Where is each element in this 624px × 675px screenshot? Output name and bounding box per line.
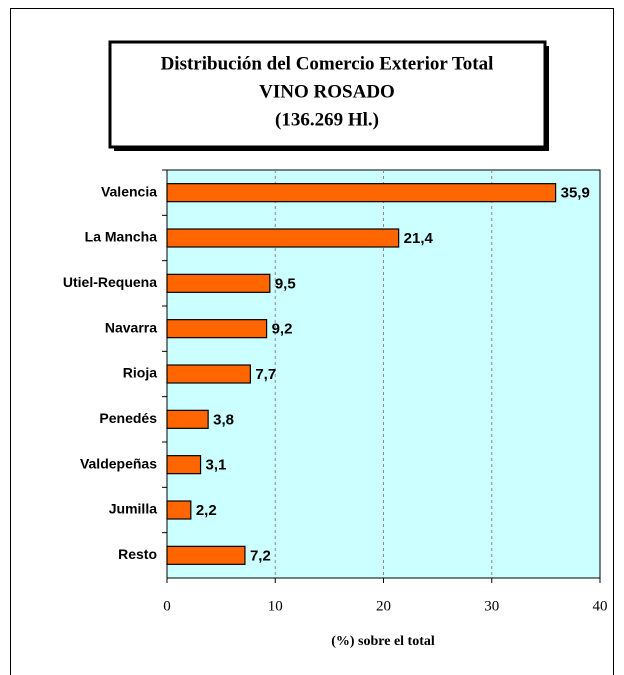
x-tick-label: 0	[163, 598, 171, 614]
value-label: 3,8	[213, 411, 234, 428]
x-tick-label: 20	[376, 598, 391, 614]
y-tick-label: Utiel-Requena	[63, 274, 157, 290]
bar	[166, 319, 268, 339]
y-tick-label: Resto	[118, 546, 157, 562]
title-box	[108, 40, 547, 149]
x-tick-label: 10	[268, 598, 283, 614]
bar	[166, 183, 557, 203]
value-label: 2,2	[196, 502, 217, 519]
chart-title: (136.269 Hl.)	[275, 109, 379, 130]
x-tick-label: 30	[484, 598, 499, 614]
value-label: 3,1	[206, 457, 227, 474]
bar	[166, 500, 192, 520]
x-axis-label: (%) sobre el total	[331, 634, 435, 649]
value-label: 7,2	[250, 547, 271, 564]
bar	[166, 273, 271, 293]
y-tick-label: Rioja	[123, 365, 157, 381]
value-label: 35,9	[561, 185, 590, 202]
value-label: 9,5	[275, 275, 296, 292]
value-label: 7,7	[255, 366, 276, 383]
y-tick-label: La Mancha	[85, 229, 158, 245]
bar	[166, 364, 251, 384]
bar	[166, 409, 209, 429]
x-tick-label: 40	[593, 598, 608, 614]
bar	[166, 228, 400, 248]
value-label: 21,4	[404, 230, 434, 247]
y-tick-label: Navarra	[105, 319, 157, 335]
y-tick-label: Valdepeñas	[80, 455, 157, 471]
bar	[166, 455, 202, 475]
frame	[10, 8, 614, 675]
bar	[166, 545, 246, 565]
chart-title: Distribución del Comercio Exterior Total	[161, 53, 494, 74]
y-tick-label: Valencia	[101, 183, 157, 199]
chart-title: VINO ROSADO	[259, 81, 395, 102]
y-tick-label: Penedés	[99, 410, 157, 426]
value-label: 9,2	[272, 321, 293, 338]
y-tick-label: Jumilla	[109, 501, 157, 517]
